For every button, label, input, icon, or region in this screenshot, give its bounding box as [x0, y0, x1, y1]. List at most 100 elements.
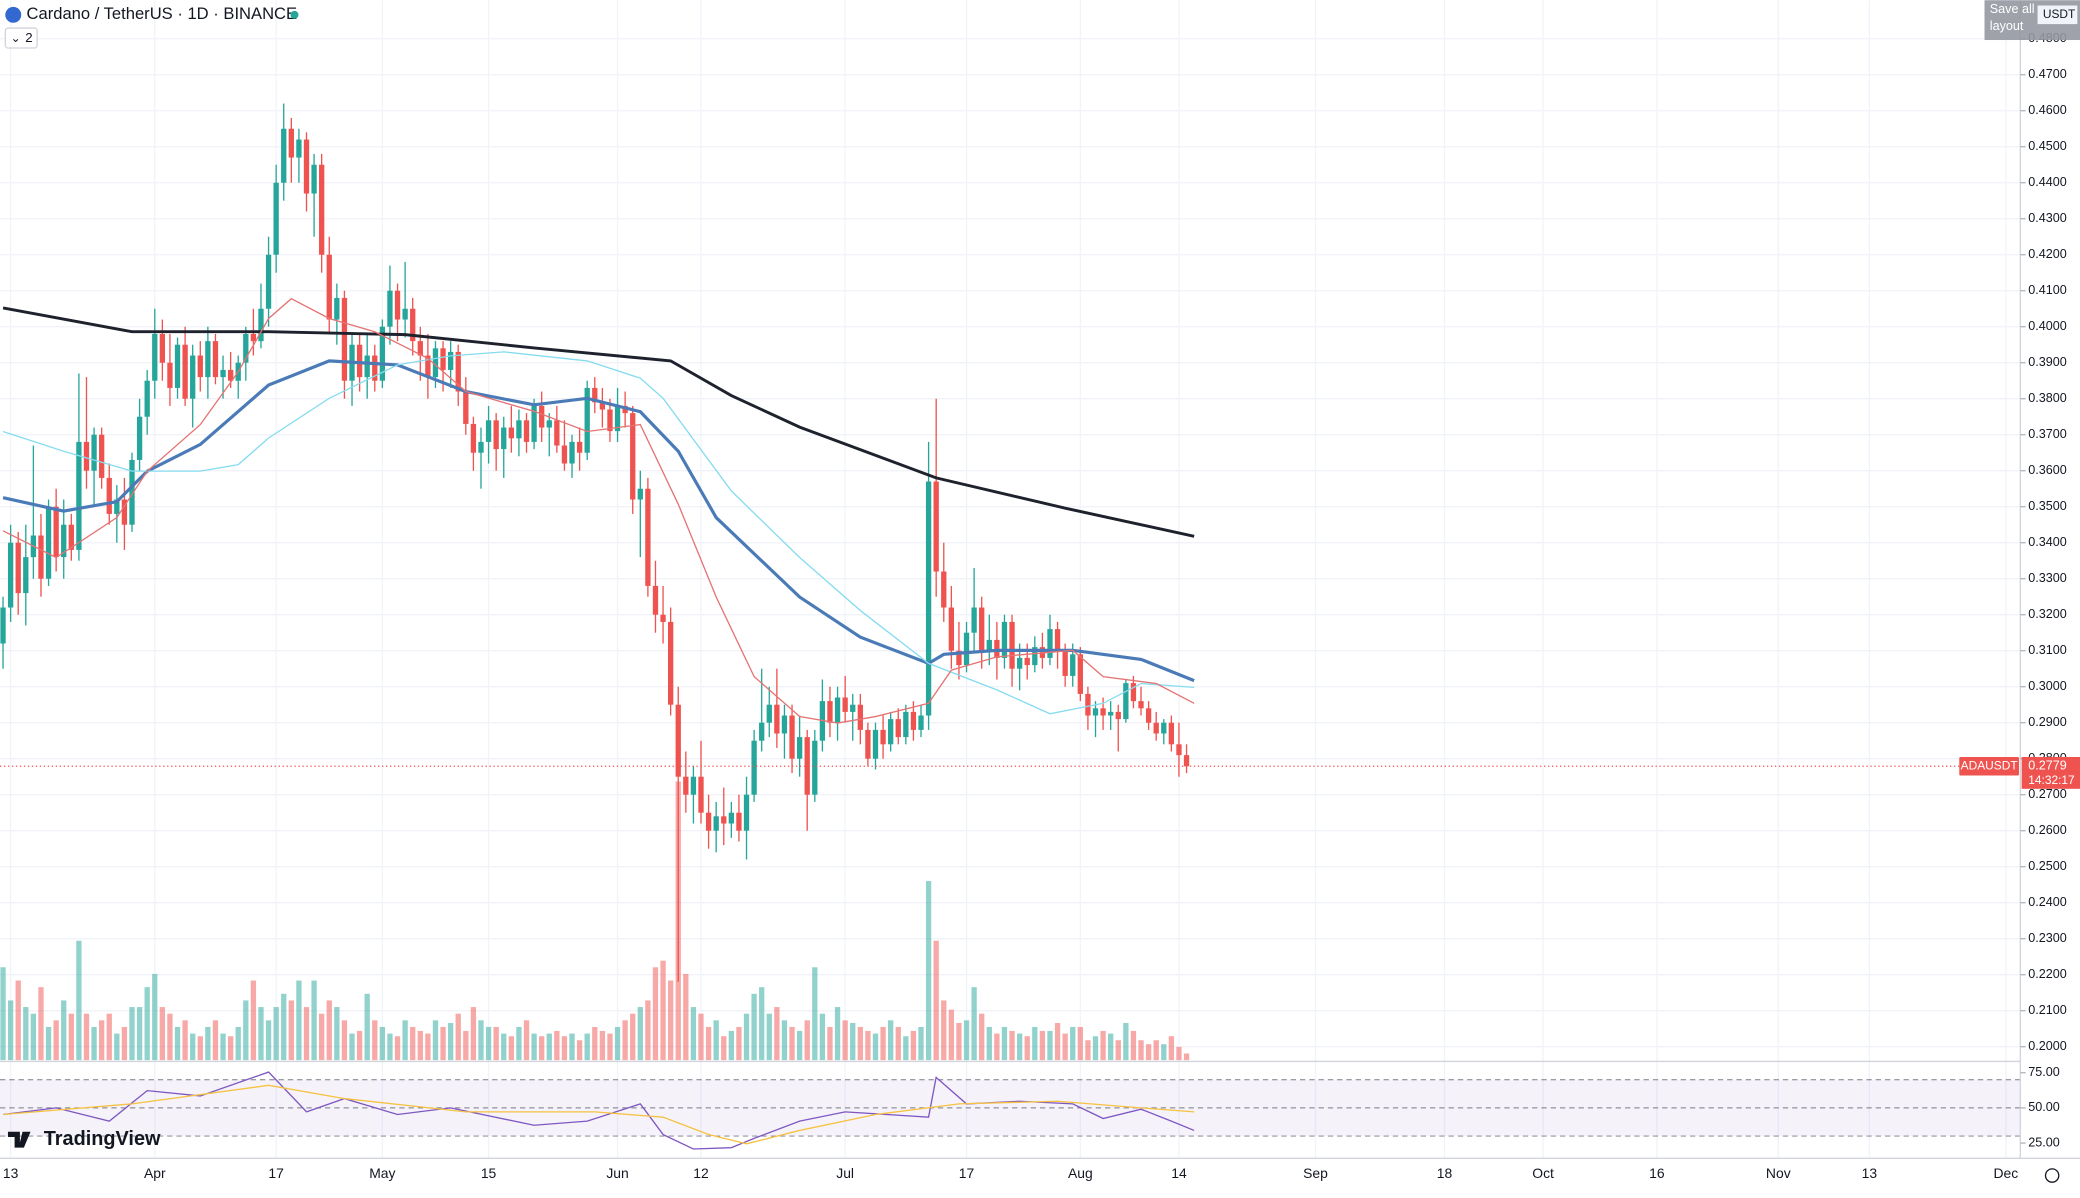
volume-bar — [1077, 1026, 1083, 1061]
candle-body — [1123, 683, 1129, 720]
y-tick-label: 0.3900 — [2028, 355, 2067, 369]
volume-bar — [440, 1026, 446, 1061]
volume-bar — [713, 1020, 719, 1061]
x-tick-label: Sep — [1303, 1165, 1328, 1181]
volume-bar — [592, 1026, 598, 1061]
volume-bar — [501, 1033, 507, 1061]
candle-body — [364, 355, 370, 378]
candle-body — [569, 441, 575, 464]
volume-bar — [1085, 1040, 1091, 1061]
volume-bar — [1009, 1030, 1015, 1061]
candle-body — [15, 542, 21, 594]
candle-body — [698, 776, 704, 813]
candle-body — [326, 254, 332, 320]
volume-bar — [1024, 1036, 1030, 1061]
volume-bar — [1153, 1040, 1159, 1061]
volume-bar — [319, 1013, 325, 1061]
line — [2, 297, 1195, 724]
volume-bar — [136, 1007, 143, 1061]
y-tick-label: 0.4000 — [2028, 319, 2067, 333]
volume-bar — [751, 993, 757, 1061]
candle-body — [523, 420, 530, 442]
x-tick-label: 16 — [1649, 1165, 1665, 1181]
candle-body — [319, 164, 325, 255]
volume-bar — [394, 1036, 401, 1061]
x-tick-label: Oct — [1532, 1165, 1554, 1181]
candle-body — [531, 405, 537, 442]
candle-body — [212, 341, 219, 378]
candle-body — [106, 477, 112, 514]
volume-bar — [356, 1030, 363, 1061]
candle-body — [614, 405, 621, 432]
axes: 13 Apr 17 May 15 Jun 12 Jul 17 Aug 14 Sep 18 Oct 16 Nov… — [3, 31, 2080, 1181]
candle-body — [1183, 755, 1190, 767]
volume-bar — [1176, 1046, 1182, 1061]
candle-body — [660, 614, 666, 622]
y-tick-label: 0.2500 — [2028, 859, 2067, 873]
brand-logo — [7, 1131, 31, 1148]
volume-bar — [129, 1007, 135, 1061]
candle-body — [1062, 650, 1068, 676]
volume-bar — [250, 980, 257, 1061]
volume-bar — [334, 1007, 340, 1061]
volume-bar — [872, 1033, 879, 1061]
volume-bar — [789, 1026, 795, 1061]
candle-body — [796, 737, 803, 759]
volume-bar — [106, 1013, 112, 1061]
volume-bar — [493, 1026, 499, 1061]
volume-bar — [888, 1020, 894, 1061]
volume-bar — [379, 1026, 386, 1061]
indicators-toggle[interactable] — [4, 27, 38, 49]
volume-bar — [0, 967, 6, 1061]
x-tick-label: Dec — [1994, 1165, 2019, 1181]
candle-body — [561, 445, 568, 464]
candle-body — [766, 704, 772, 723]
y-tick-label: 0.4100 — [2028, 283, 2067, 297]
candle-body — [334, 297, 340, 320]
volume-bar — [508, 1036, 514, 1061]
y-tick-label: 0.2900 — [2028, 715, 2067, 729]
candle-body — [205, 341, 211, 378]
candle-body — [174, 344, 181, 388]
x-tick-label: 13 — [1862, 1165, 1878, 1181]
indicators-count: 2 — [25, 30, 32, 45]
candle-body — [812, 740, 818, 795]
candle-body — [743, 794, 750, 831]
symbol-icon — [5, 6, 22, 23]
volume-bar — [1032, 1026, 1038, 1061]
volume-bar — [212, 1020, 219, 1061]
x-tick-label: Apr — [144, 1165, 166, 1181]
volume-bar — [1161, 1044, 1167, 1061]
candle-body — [0, 607, 6, 644]
candle-body — [356, 344, 363, 378]
candle-body — [888, 719, 894, 745]
currency-button[interactable] — [2037, 5, 2078, 25]
status-dot[interactable] — [290, 10, 299, 19]
volume-bar — [311, 980, 317, 1061]
volume-bar — [326, 1000, 332, 1061]
y-tick-label: 0.4300 — [2028, 211, 2067, 225]
candle-body — [220, 369, 226, 378]
settings-icon[interactable] — [2044, 1168, 2060, 1183]
volume-bar — [941, 1000, 947, 1061]
candle-body — [410, 308, 416, 342]
candle-body — [971, 607, 977, 633]
volume-bar — [372, 1020, 378, 1061]
volume-bar — [159, 1007, 166, 1061]
volume-bar — [531, 1033, 537, 1061]
volume-bar — [76, 940, 82, 1061]
candle-body — [918, 715, 924, 730]
volume-bar — [827, 1026, 833, 1061]
volume-bar — [258, 1007, 264, 1061]
candle-body — [463, 391, 469, 424]
candle-body — [402, 308, 408, 320]
volume-bar — [599, 1030, 606, 1061]
candle-body — [493, 420, 499, 450]
x-tick-label: 13 — [3, 1165, 19, 1181]
volume-bar — [485, 1026, 492, 1061]
volume-bar — [152, 973, 158, 1061]
volume-bar — [205, 1026, 211, 1061]
volume-bar — [273, 1007, 279, 1061]
candle-body — [68, 524, 74, 550]
